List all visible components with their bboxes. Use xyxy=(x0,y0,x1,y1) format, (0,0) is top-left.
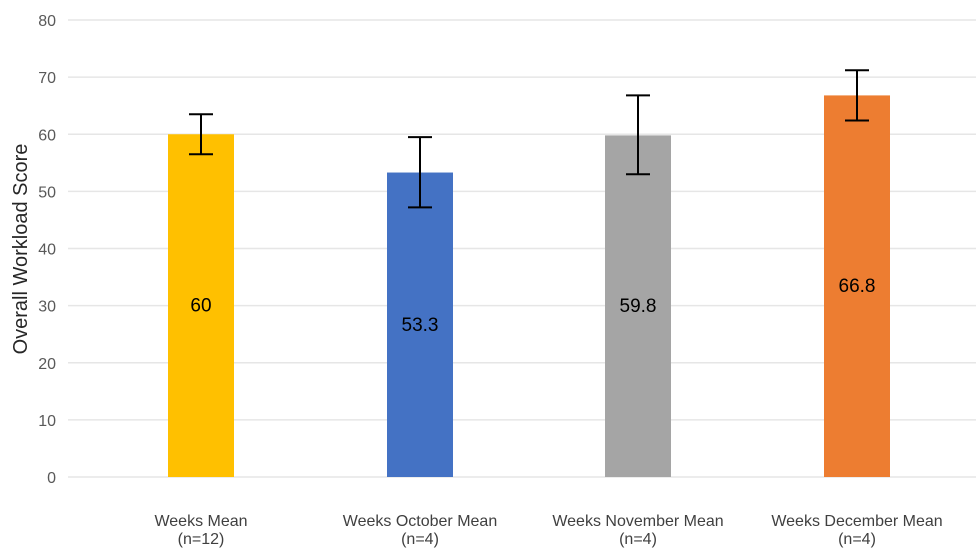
y-tick-label: 0 xyxy=(47,470,56,487)
y-tick-label: 60 xyxy=(38,127,56,144)
bar xyxy=(168,134,234,477)
x-category-label: Weeks Mean xyxy=(154,513,247,530)
bar xyxy=(824,95,890,477)
x-category-label: Weeks December Mean xyxy=(771,513,942,530)
y-tick-label: 20 xyxy=(38,356,56,373)
data-labels: 60 53.3 59.8 66.8 xyxy=(190,276,875,336)
y-tick-label: 70 xyxy=(38,70,56,87)
bar xyxy=(387,172,453,477)
error-bars xyxy=(189,69,869,209)
x-category-count: (n=4) xyxy=(401,531,439,548)
data-label: 59.8 xyxy=(620,296,657,317)
y-tick-label: 10 xyxy=(38,413,56,430)
data-label: 60 xyxy=(190,296,211,317)
y-tick-label: 30 xyxy=(38,299,56,316)
data-label: 66.8 xyxy=(839,276,876,297)
y-tick-label: 80 xyxy=(38,13,56,30)
x-category-count: (n=4) xyxy=(619,531,657,548)
y-axis-title: Overall Workload Score xyxy=(10,144,32,355)
bar xyxy=(605,135,671,477)
x-category-count: (n=4) xyxy=(838,531,876,548)
x-axis-categories: Weeks Mean(n=12)Weeks October Mean(n=4)W… xyxy=(154,513,942,548)
x-category-count: (n=12) xyxy=(178,531,225,548)
data-label: 53.3 xyxy=(402,315,439,336)
y-axis-ticks: 0 10 20 30 40 50 60 70 80 xyxy=(38,13,56,487)
bars xyxy=(168,95,890,477)
x-category-label: Weeks October Mean xyxy=(343,513,497,530)
y-tick-label: 40 xyxy=(38,242,56,259)
x-category-label: Weeks November Mean xyxy=(552,513,723,530)
y-tick-label: 50 xyxy=(38,184,56,201)
